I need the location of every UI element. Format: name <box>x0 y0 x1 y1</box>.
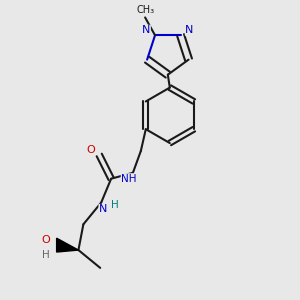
Text: O: O <box>41 235 50 245</box>
Text: N: N <box>99 204 107 214</box>
Text: H: H <box>42 250 50 260</box>
Text: CH₃: CH₃ <box>136 4 154 14</box>
Text: NH: NH <box>121 174 137 184</box>
Text: N: N <box>142 25 150 35</box>
Text: O: O <box>86 145 95 155</box>
Text: N: N <box>185 25 194 35</box>
Polygon shape <box>57 238 78 252</box>
Text: H: H <box>111 200 119 211</box>
